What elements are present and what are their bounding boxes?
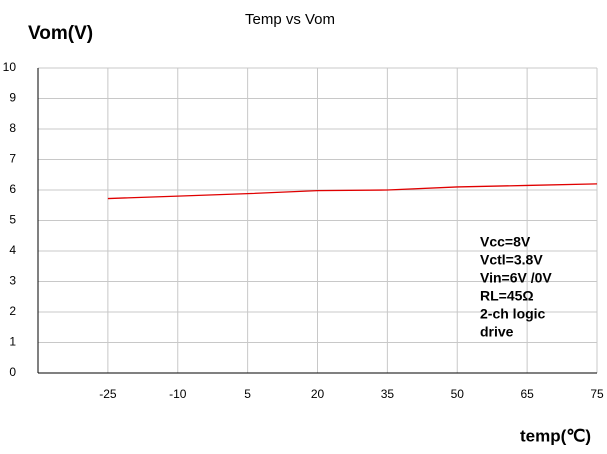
x-tick-label: 75 bbox=[590, 387, 604, 401]
y-tick-label: 9 bbox=[9, 91, 16, 105]
y-tick-label: 8 bbox=[9, 121, 16, 135]
annotation: drive bbox=[480, 324, 514, 340]
x-tick-label: 65 bbox=[520, 387, 534, 401]
y-tick-label: 1 bbox=[9, 335, 16, 349]
y-tick-label: 2 bbox=[9, 304, 16, 318]
y-tick-label: 4 bbox=[9, 243, 16, 257]
x-tick-label: 35 bbox=[381, 387, 395, 401]
x-axis-label: temp(℃) bbox=[520, 426, 591, 445]
y-axis-label: Vom(V) bbox=[28, 23, 93, 44]
y-tick-label: 3 bbox=[9, 274, 16, 288]
annotation: 2-ch logic bbox=[480, 306, 546, 322]
annotation: Vin=6V /0V bbox=[480, 270, 552, 286]
x-tick-label: 20 bbox=[311, 387, 325, 401]
annotation: Vctl=3.8V bbox=[480, 252, 543, 268]
y-tick-label: 0 bbox=[9, 365, 16, 379]
chart-title: Temp vs Vom bbox=[245, 11, 335, 28]
y-tick-label: 6 bbox=[9, 182, 16, 196]
y-tick-label: 5 bbox=[9, 213, 16, 227]
x-tick-label: 50 bbox=[451, 387, 465, 401]
x-tick-label: -25 bbox=[99, 387, 117, 401]
x-tick-label: 5 bbox=[244, 387, 251, 401]
annotation: Vcc=8V bbox=[480, 234, 531, 250]
x-tick-label: -10 bbox=[169, 387, 187, 401]
line bbox=[107, 183, 598, 200]
y-tick-label: 7 bbox=[9, 152, 16, 166]
y-tick-label: 10 bbox=[3, 60, 17, 74]
annotation: RL=45Ω bbox=[480, 288, 534, 304]
